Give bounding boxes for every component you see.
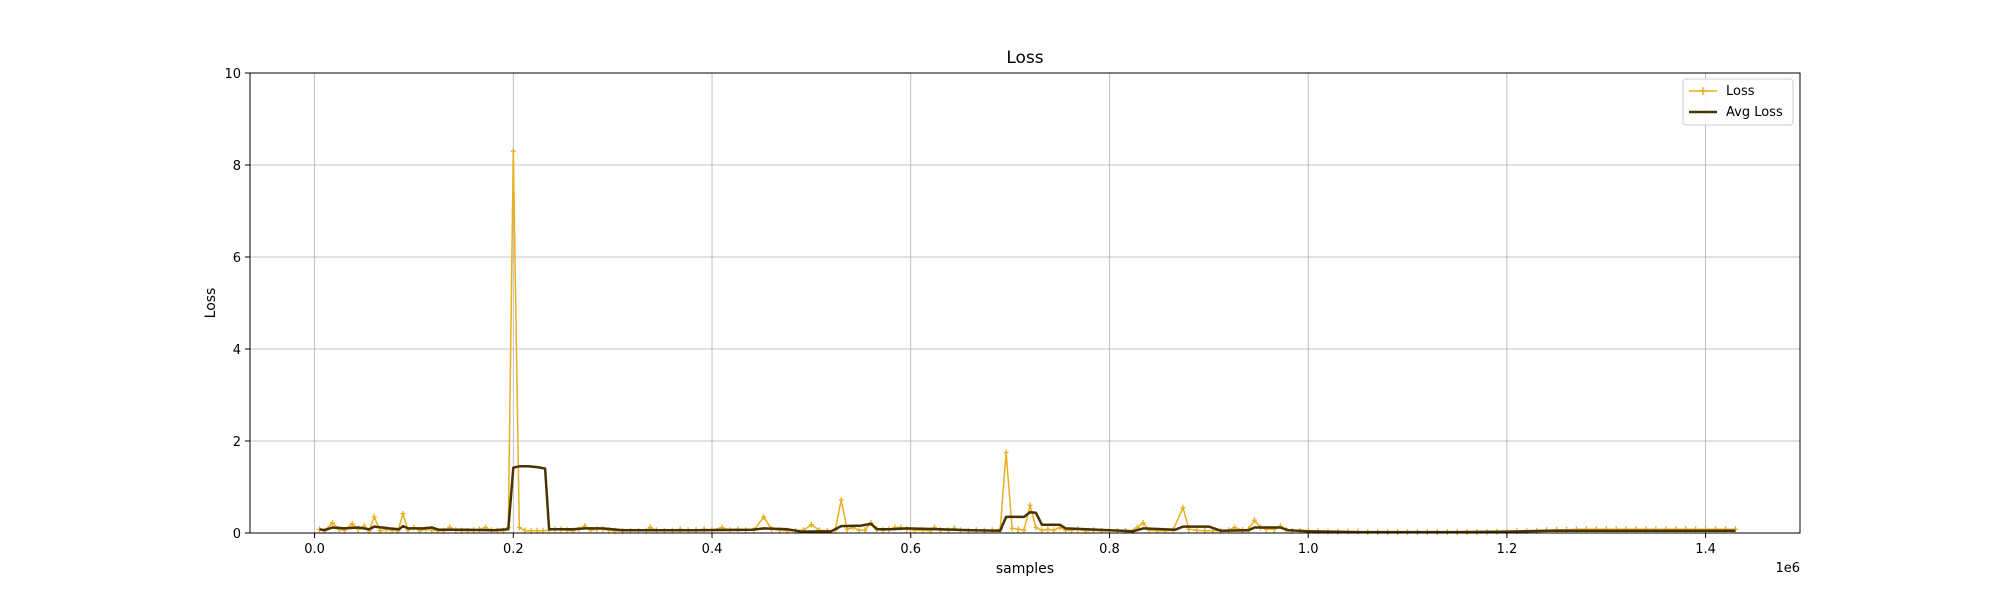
data-point-loss [761, 513, 767, 520]
x-axis-label: samples [996, 561, 1054, 577]
plot-frame [249, 72, 1801, 534]
legend-label-avg-loss: Avg Loss [1726, 105, 1783, 120]
data-point-loss [1194, 527, 1200, 534]
series-layer [317, 148, 1738, 536]
data-point-loss [1033, 524, 1039, 531]
y-tick-label: 10 [224, 67, 241, 82]
y-tick-label: 6 [233, 251, 241, 266]
y-tick-label: 2 [233, 435, 241, 450]
data-point-loss [856, 527, 862, 534]
data-point-loss [1051, 527, 1057, 534]
chart-title: Loss [1006, 48, 1043, 68]
data-point-loss [1252, 517, 1257, 524]
legend-label-loss: Loss [1726, 84, 1755, 99]
data-point-loss [349, 520, 355, 527]
legend: Loss Avg Loss [1682, 78, 1794, 126]
data-point-loss [400, 510, 406, 517]
y-axis-label: Loss [203, 288, 219, 319]
x-tick-label: 0.4 [702, 542, 723, 557]
data-point-loss [844, 526, 850, 533]
data-point-loss [1009, 525, 1015, 532]
y-tick-label: 8 [233, 159, 241, 174]
legend-marker-loss [1699, 87, 1707, 95]
data-point-loss [1003, 449, 1009, 456]
data-point-loss [1045, 526, 1051, 533]
x-tick-label: 1.4 [1695, 542, 1716, 557]
x-axis-offset-label: 1e6 [1775, 561, 1800, 576]
data-point-loss [1027, 502, 1033, 509]
data-point-loss [1180, 504, 1186, 511]
x-tick-label: 1.2 [1497, 542, 1518, 557]
x-tick-label: 0.0 [304, 542, 325, 557]
x-axis: 0.0 0.2 0.4 0.6 0.8 1.0 1.2 1.4 [304, 533, 1716, 557]
data-point-loss [330, 519, 335, 526]
data-point-loss [1140, 519, 1146, 526]
data-point-loss [838, 496, 844, 503]
y-tick-label: 0 [233, 527, 241, 542]
y-axis: 0 2 4 6 8 10 [224, 67, 250, 542]
x-tick-label: 1.0 [1298, 542, 1319, 557]
x-tick-label: 0.8 [1099, 542, 1120, 557]
series-line-avg-loss [319, 465, 1736, 534]
data-point-loss [1039, 527, 1045, 534]
x-tick-label: 0.2 [503, 542, 524, 557]
data-point-loss [862, 527, 868, 534]
x-tick-label: 0.6 [900, 542, 921, 557]
data-point-loss [808, 521, 814, 528]
data-point-loss [1021, 527, 1027, 534]
data-point-loss [371, 513, 377, 520]
data-point-loss [516, 524, 522, 531]
data-point-loss [1015, 526, 1021, 533]
data-point-loss [510, 148, 516, 155]
y-tick-label: 4 [233, 343, 241, 358]
